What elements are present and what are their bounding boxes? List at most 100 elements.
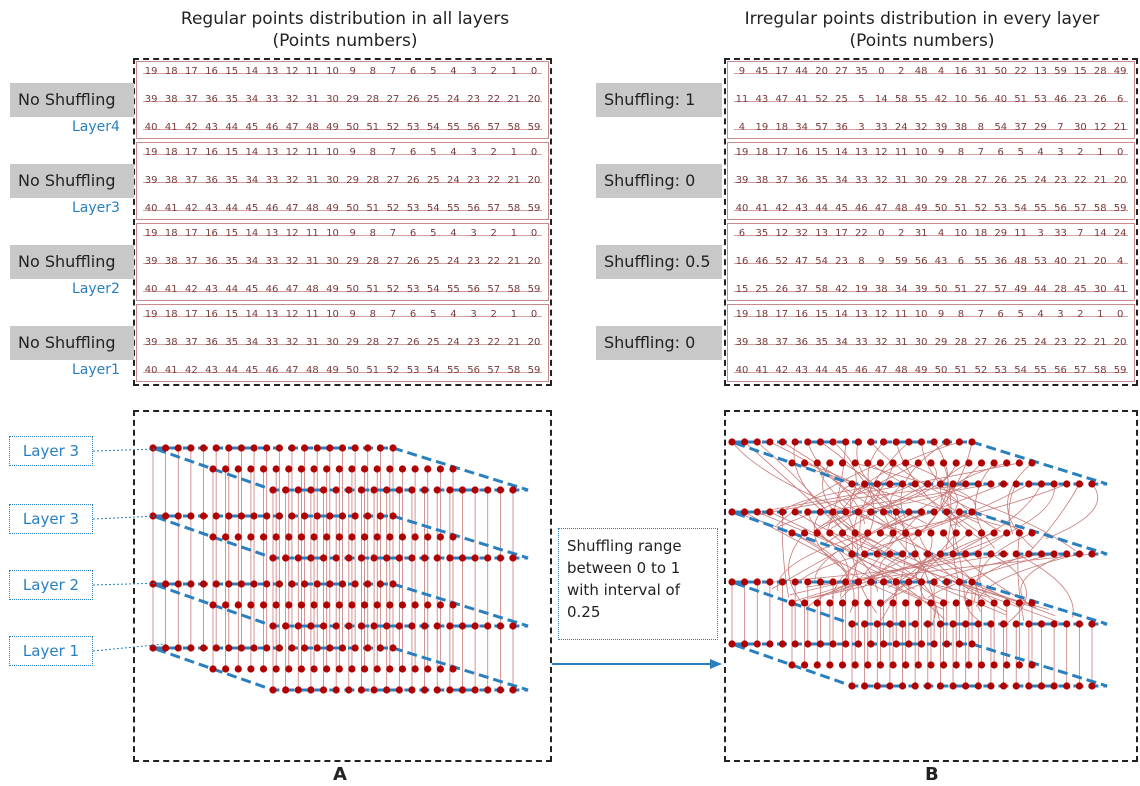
layer-point — [898, 480, 907, 488]
point-number: 3 — [1037, 228, 1044, 239]
layer-point — [458, 486, 467, 494]
point-number: 36 — [795, 337, 809, 348]
point-number: 53 — [1034, 94, 1047, 105]
point-number: 3 — [470, 309, 477, 320]
point-number: 33 — [265, 337, 279, 348]
layer-point — [861, 682, 869, 690]
caption-a: A — [333, 764, 347, 785]
row-connector — [143, 101, 542, 102]
layer-point — [741, 438, 749, 446]
point-number: 21 — [507, 256, 521, 267]
point-number: 29 — [994, 228, 1008, 239]
point-number: 3 — [1057, 309, 1064, 320]
point-number: 52 — [386, 122, 400, 133]
point-number: 58 — [507, 284, 521, 295]
layer-point — [496, 554, 504, 562]
layer-plane — [731, 440, 1108, 486]
layer-point — [867, 438, 875, 446]
layer-point — [829, 438, 837, 446]
layer-point — [939, 599, 948, 607]
point-number: 37 — [775, 175, 789, 186]
point-number: 28 — [954, 337, 968, 348]
point-number: 45 — [245, 365, 259, 376]
layer-point — [968, 578, 976, 586]
layer-point — [813, 459, 821, 467]
layer-point — [886, 480, 894, 488]
layer-point — [326, 644, 334, 652]
point-number: 23 — [467, 175, 480, 186]
point-number: 40 — [144, 365, 158, 376]
point-number: 7 — [389, 228, 397, 239]
point-number: 7 — [389, 66, 397, 77]
point-number: 7 — [1057, 122, 1064, 133]
layer-point — [149, 580, 157, 588]
layer-point — [854, 438, 862, 446]
layer-point — [968, 508, 976, 516]
point-number: 26 — [994, 175, 1008, 186]
point-number: 32 — [874, 175, 888, 186]
layer-point — [879, 640, 888, 648]
point-number: 49 — [1113, 66, 1127, 77]
layer-point — [879, 578, 888, 586]
point-number: 36 — [835, 122, 848, 133]
point-number: 4 — [937, 66, 945, 77]
point-number: 59 — [1113, 365, 1127, 376]
point-number: 25 — [835, 94, 848, 105]
point-number: 57 — [487, 284, 501, 295]
layer-point — [225, 444, 233, 452]
layer-point — [212, 644, 220, 652]
point-number: 40 — [144, 122, 158, 133]
connection-curve — [813, 511, 897, 596]
point-number: 28 — [954, 175, 968, 186]
layer-point — [187, 644, 195, 652]
point-number: 10 — [326, 309, 339, 320]
layer-point — [174, 512, 182, 520]
point-number-row: 39 38 37 36 35 34 33 32 31 30 29 28 27 26 25 24 23 22 21 20 — [732, 175, 1130, 189]
layer-point — [272, 533, 280, 541]
layer-point — [259, 665, 268, 673]
point-number: 14 — [245, 66, 259, 77]
layer-point — [269, 622, 277, 630]
point-number: 43 — [934, 256, 948, 267]
point-number: 5 — [430, 228, 437, 239]
point-number: 11 — [305, 309, 319, 320]
layer-point — [962, 682, 970, 690]
point-number: 25 — [1014, 175, 1027, 186]
point-number: 49 — [914, 365, 928, 376]
layer-point — [1037, 620, 1046, 628]
layer-point — [977, 459, 986, 467]
point-number: 22 — [487, 94, 501, 105]
point-number: 20 — [527, 337, 541, 348]
point-number: 25 — [426, 175, 440, 186]
point-number: 36 — [994, 256, 1008, 267]
point-number: 47 — [874, 203, 888, 214]
point-number: 35 — [225, 337, 239, 348]
point-number: 4 — [450, 228, 457, 239]
point-number: 5 — [1017, 147, 1024, 158]
point-number: 14 — [1093, 228, 1107, 239]
layer-point — [424, 601, 432, 609]
point-number: 12 — [285, 147, 299, 158]
point-number: 42 — [775, 203, 789, 214]
layer-point — [199, 580, 208, 588]
point-number: 12 — [285, 228, 299, 239]
right-title-line2: (Points numbers) — [849, 31, 995, 51]
layer-point — [509, 554, 517, 562]
point-number: 31 — [974, 66, 988, 77]
point-number: 52 — [974, 365, 988, 376]
point-number: 44 — [225, 284, 239, 295]
layer-point — [319, 554, 328, 562]
layer-point — [927, 529, 935, 537]
connection-curve — [815, 483, 916, 533]
point-number: 43 — [205, 365, 218, 376]
layer-point — [484, 686, 492, 694]
layer-point — [307, 486, 315, 494]
point-number: 54 — [426, 284, 440, 295]
point-number: 37 — [185, 94, 198, 105]
point-number: 39 — [934, 122, 948, 133]
point-number: 24 — [1034, 175, 1047, 186]
point-number: 16 — [205, 228, 218, 239]
layer-point — [826, 529, 834, 537]
point-number: 55 — [1034, 365, 1047, 376]
row-connector — [143, 291, 542, 292]
